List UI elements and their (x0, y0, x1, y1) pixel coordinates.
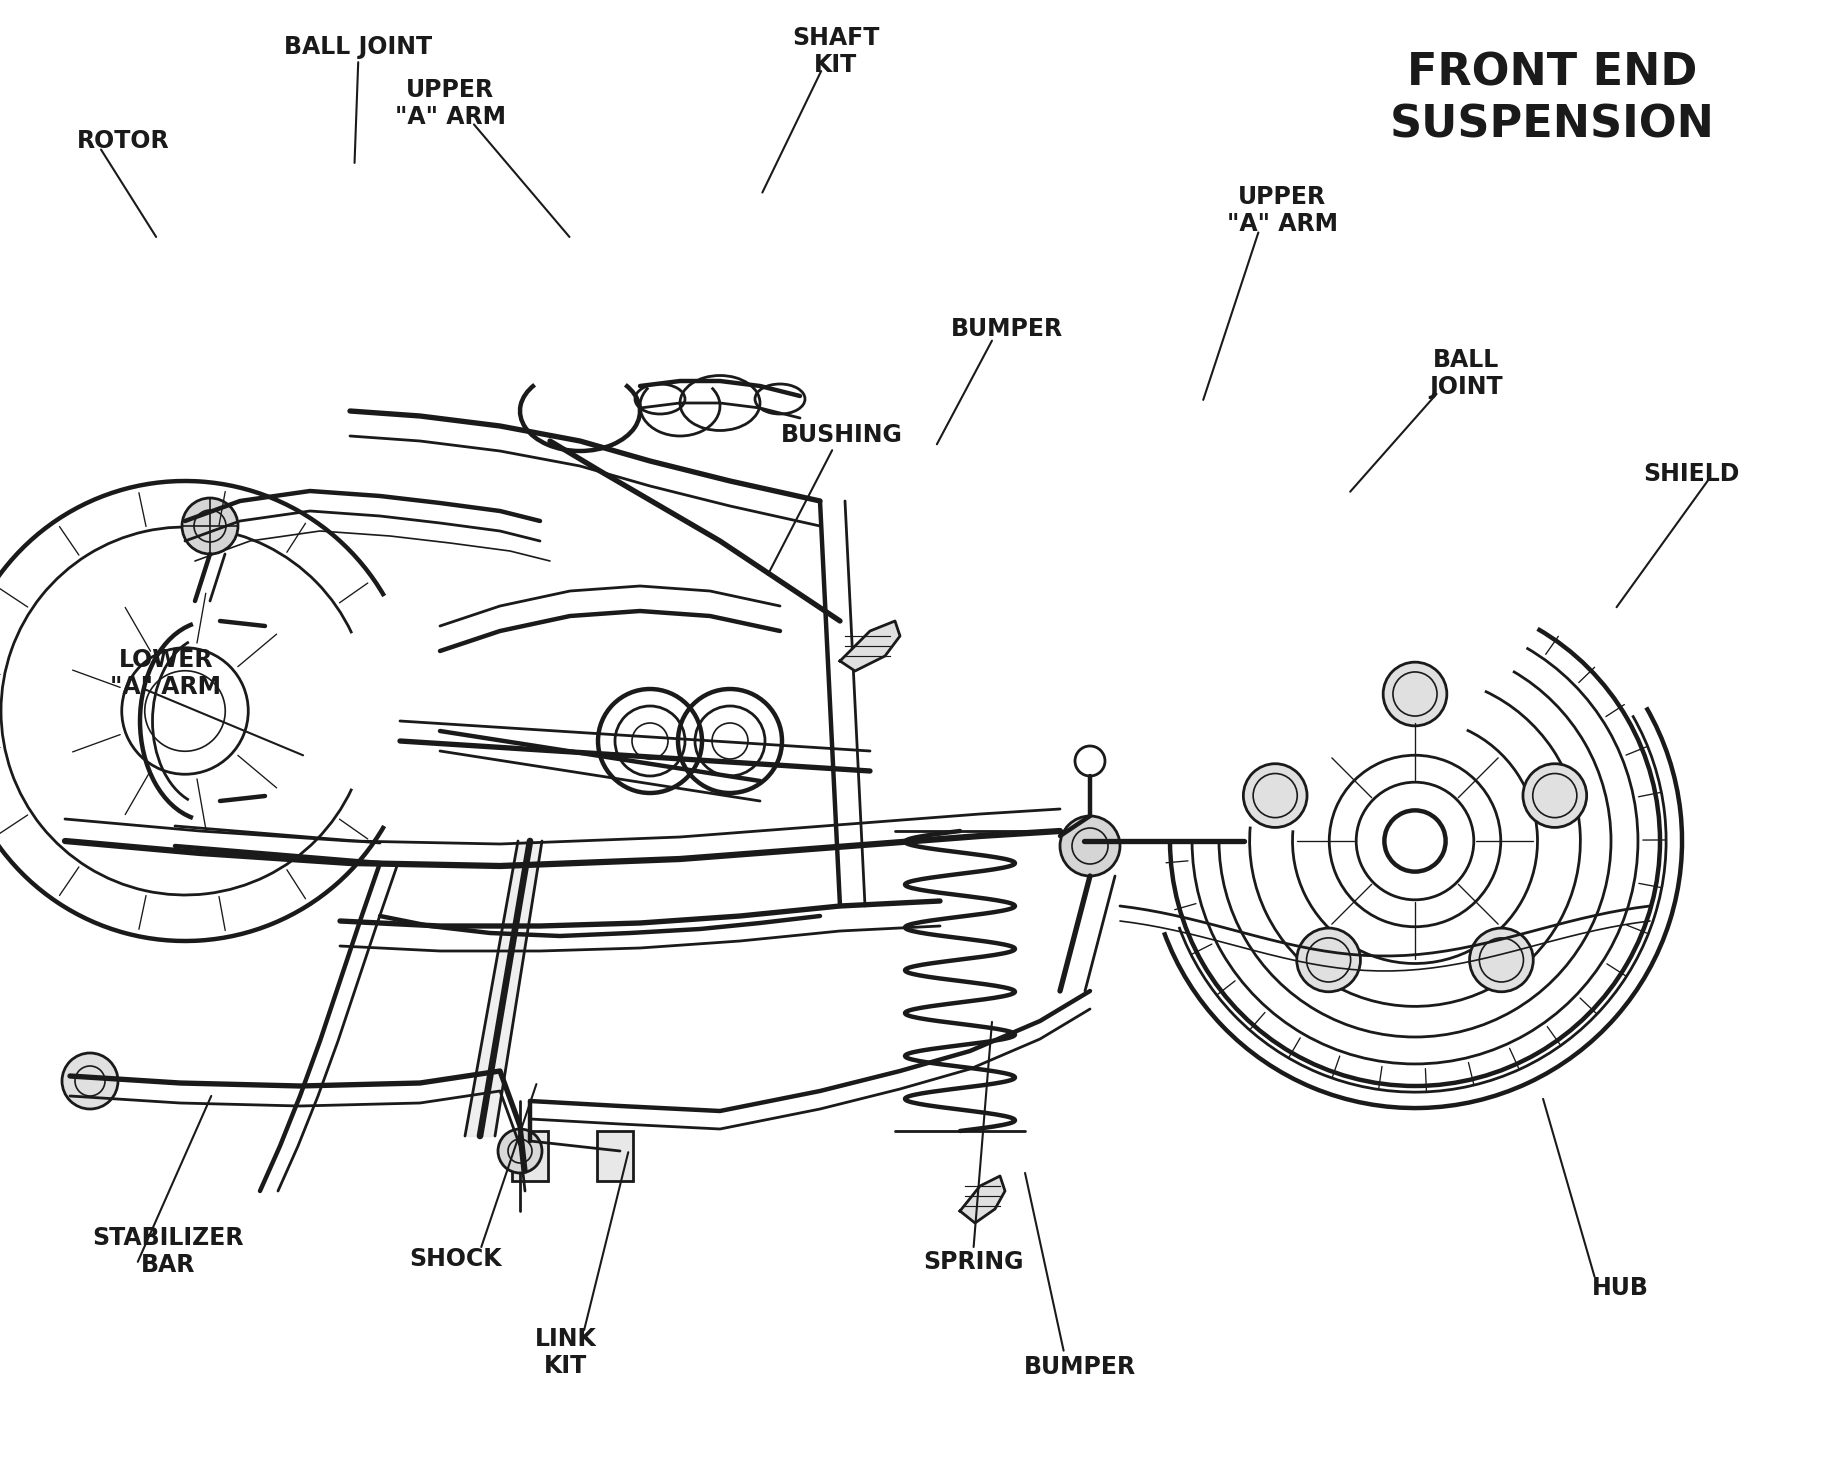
Polygon shape (840, 621, 900, 671)
Circle shape (182, 498, 239, 554)
Text: STABILIZER
BAR: STABILIZER BAR (92, 1226, 242, 1277)
Circle shape (1297, 929, 1361, 992)
Text: SHIELD: SHIELD (1644, 462, 1740, 486)
Text: BUMPER: BUMPER (1023, 1355, 1137, 1379)
Circle shape (1244, 764, 1308, 828)
Text: SHOCK: SHOCK (410, 1247, 502, 1271)
Text: BALL JOINT: BALL JOINT (285, 36, 432, 59)
Circle shape (1470, 929, 1534, 992)
Text: UPPER
"A" ARM: UPPER "A" ARM (395, 78, 505, 129)
Text: BUMPER: BUMPER (950, 317, 1064, 341)
Text: UPPER
"A" ARM: UPPER "A" ARM (1227, 185, 1337, 235)
Circle shape (1383, 662, 1448, 726)
Polygon shape (961, 1176, 1005, 1223)
Text: LINK
KIT: LINK KIT (535, 1327, 597, 1377)
Text: HUB: HUB (1593, 1277, 1648, 1300)
Circle shape (1060, 816, 1121, 875)
Text: FRONT END
SUSPENSION: FRONT END SUSPENSION (1391, 52, 1714, 147)
Circle shape (498, 1129, 542, 1173)
Circle shape (62, 1053, 118, 1109)
Circle shape (1523, 764, 1587, 828)
Bar (513, 1131, 547, 1180)
Text: SHAFT
KIT: SHAFT KIT (792, 27, 880, 77)
Text: ROTOR: ROTOR (77, 129, 169, 153)
Bar (597, 1131, 634, 1180)
Text: SPRING: SPRING (924, 1250, 1023, 1274)
Text: BALL
JOINT: BALL JOINT (1429, 348, 1503, 398)
Text: LOWER
"A" ARM: LOWER "A" ARM (110, 649, 220, 699)
Text: BUSHING: BUSHING (781, 424, 902, 447)
